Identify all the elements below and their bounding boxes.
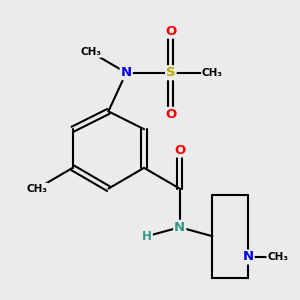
Text: CH₃: CH₃ xyxy=(80,47,101,57)
Text: O: O xyxy=(174,143,185,157)
Text: N: N xyxy=(242,250,253,263)
Text: O: O xyxy=(165,108,176,121)
Text: N: N xyxy=(121,66,132,79)
Text: O: O xyxy=(165,25,176,38)
Text: S: S xyxy=(166,66,175,79)
Text: H: H xyxy=(142,230,152,243)
Text: CH₃: CH₃ xyxy=(267,252,288,262)
Text: N: N xyxy=(174,221,185,234)
Text: CH₃: CH₃ xyxy=(27,184,48,194)
Text: CH₃: CH₃ xyxy=(202,68,223,78)
